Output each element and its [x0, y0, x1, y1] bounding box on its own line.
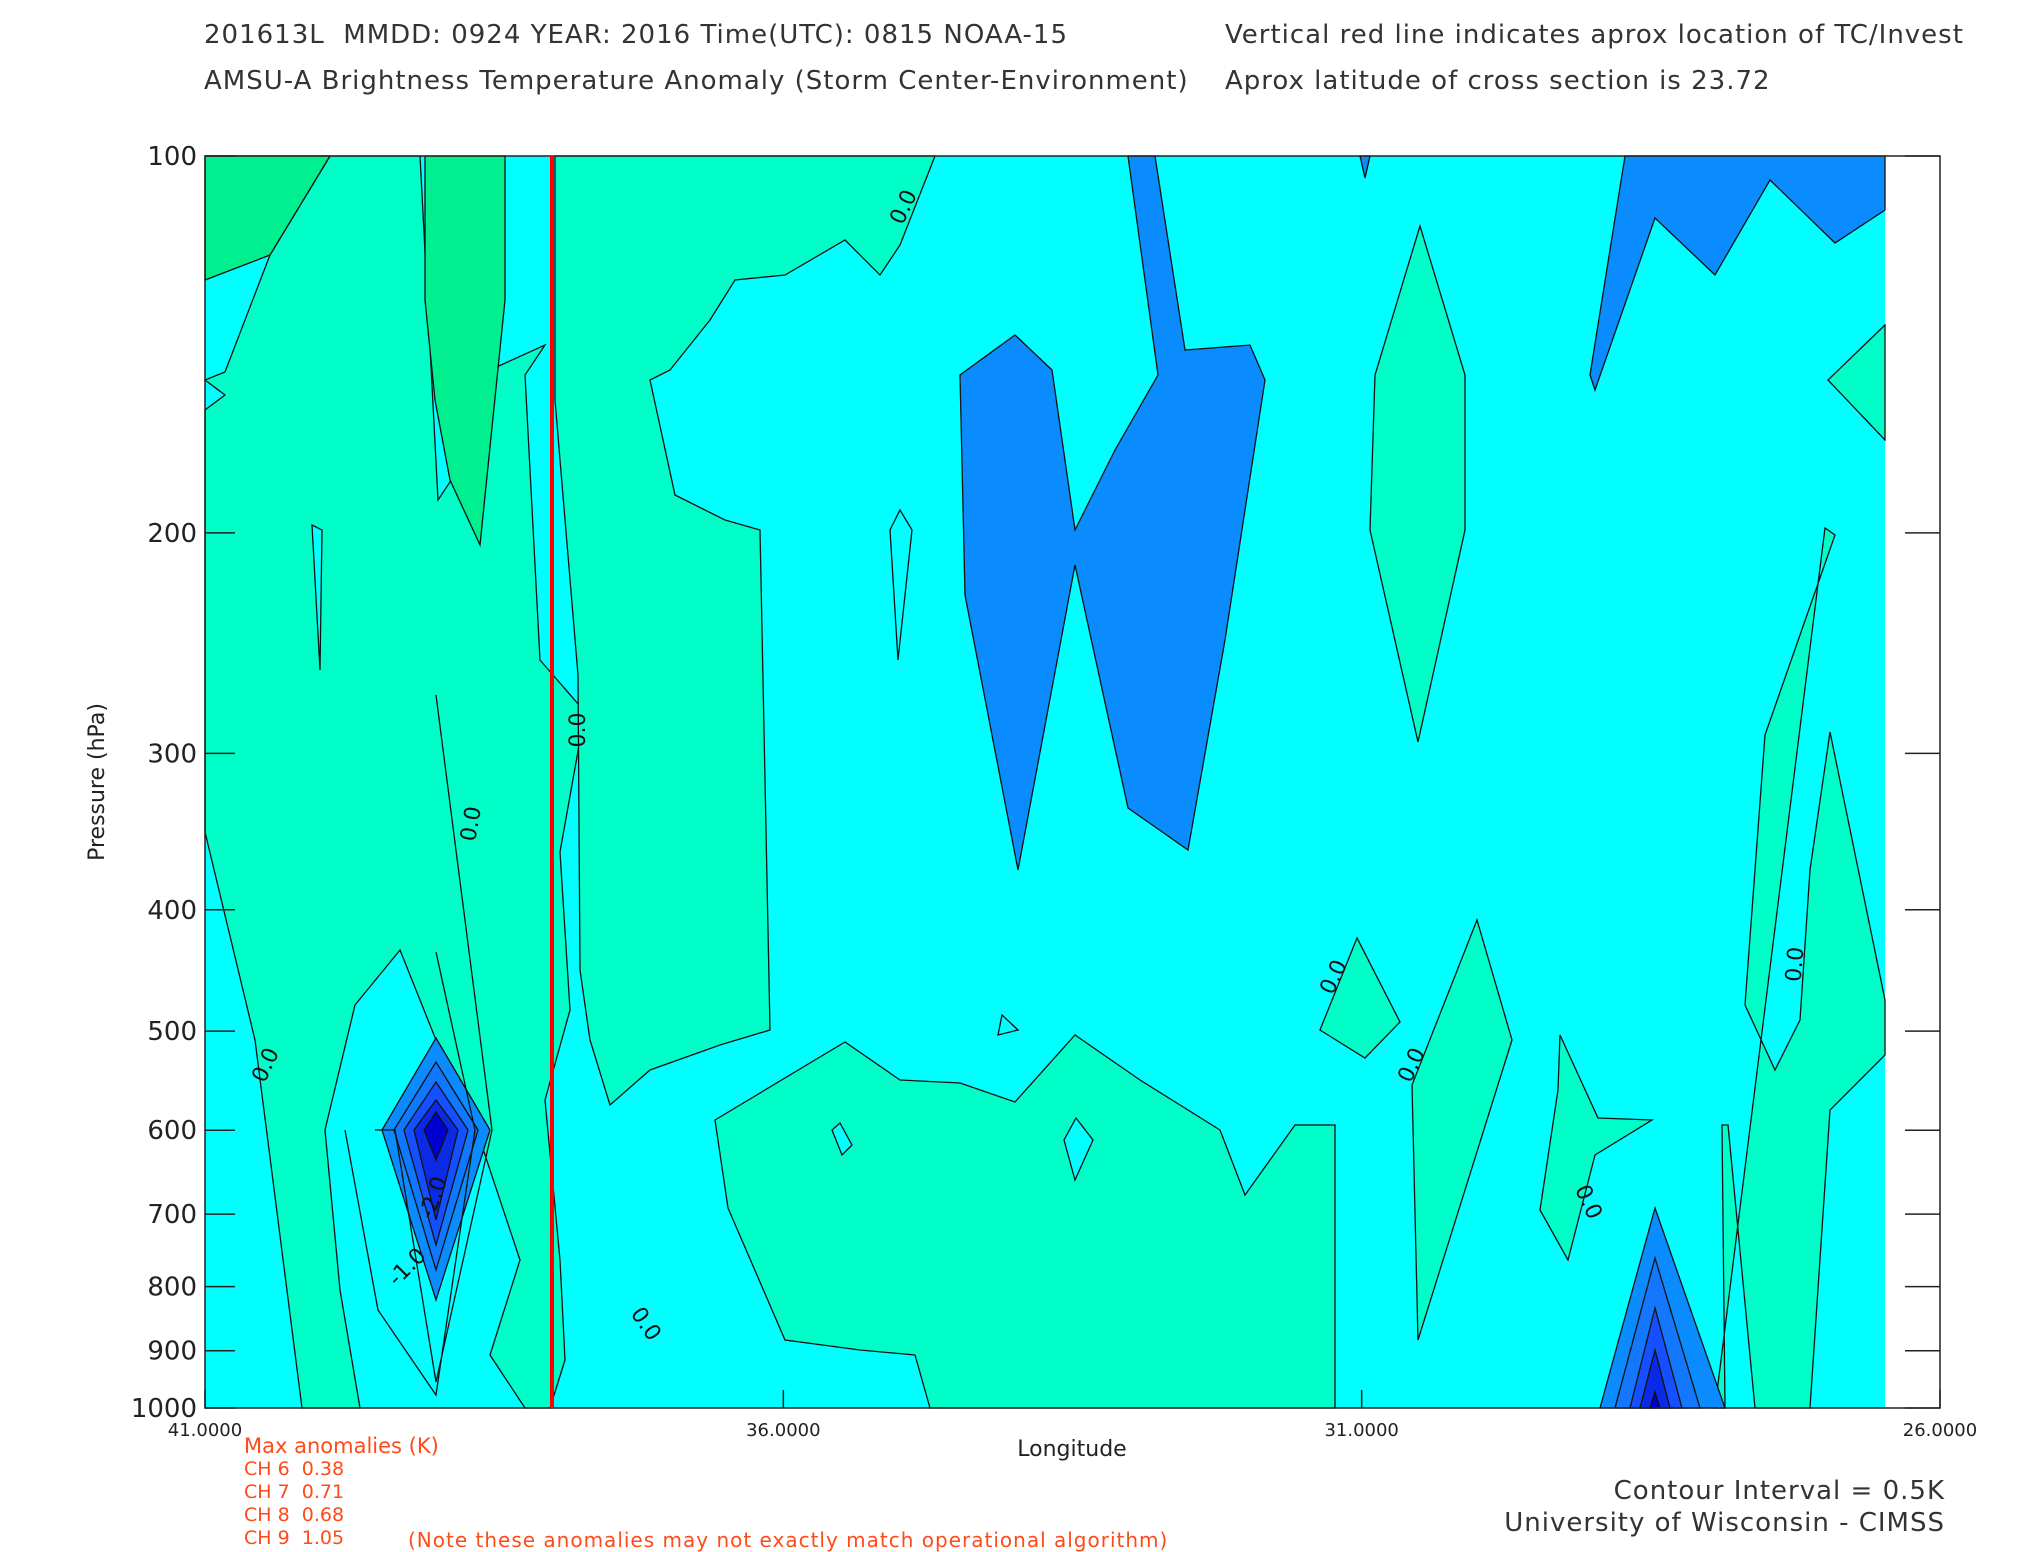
y-tick-label-300: 300: [147, 739, 197, 769]
x-tick-label-1: 36.0000: [746, 1420, 820, 1441]
island-cyan-e: [1063, 1116, 1094, 1182]
y-tick-label-200: 200: [147, 519, 197, 549]
island-cyan-b: [889, 508, 913, 661]
region-zero-far-right-strip: [1714, 526, 1886, 1409]
y-tick-label-100: 100: [147, 142, 197, 172]
plot-frame: [204, 155, 1941, 1409]
region-zero-lower-center: [714, 1034, 1336, 1409]
region-positive-core: [424, 155, 506, 548]
contour-line-left-mid: [375, 694, 493, 1383]
anomalies-title: Max anomalies (K): [244, 1434, 439, 1458]
anomalies-note: (Note these anomalies may not exactly ma…: [408, 1528, 1169, 1552]
contour-label: 0.0: [456, 804, 487, 843]
y-axis: 100 200 300 400 500 600 700 800 900 1000: [131, 142, 1940, 1424]
region-zero-far-right-center: [1539, 1034, 1655, 1262]
x-axis-label: Longitude: [1017, 1437, 1126, 1462]
y-tick-label-600: 600: [147, 1116, 197, 1146]
island-cyan-a: [311, 523, 323, 671]
x-tick-label-2: 31.0000: [1324, 1420, 1398, 1441]
region-negative-upper-right: [1589, 155, 1886, 393]
region-negative-left-5: [423, 1110, 449, 1162]
y-tick-label-500: 500: [147, 1017, 197, 1047]
y-axis-label: Pressure (hPa): [85, 703, 110, 861]
anomaly-ch9: CH 9 1.05: [244, 1527, 345, 1549]
header-storm-info: 201613L MMDD: 0924 YEAR: 2016 Time(UTC):…: [204, 20, 1069, 50]
header-latitude-note: Aprox latitude of cross section is 23.72: [1225, 66, 1771, 96]
contour-fills: [203, 155, 1886, 1409]
region-zero-right-small: [1319, 936, 1401, 1059]
y-tick-label-800: 800: [147, 1273, 197, 1303]
island-cyan-c: [831, 1121, 853, 1157]
region-negative-upper-center: [959, 155, 1266, 871]
credit-text: University of Wisconsin - CIMSS: [1504, 1508, 1945, 1538]
anomaly-ch8: CH 8 0.68: [244, 1504, 345, 1526]
region-zero-right-upper: [1369, 223, 1466, 743]
region-zero-upper-center: [554, 155, 936, 1107]
x-tick-label-0: 41.0000: [168, 1420, 242, 1441]
contour-label: 0.0: [1782, 946, 1810, 983]
header-red-line-note: Vertical red line indicates aprox locati…: [1225, 20, 1964, 50]
x-tick-label-3: 26.0000: [1903, 1420, 1977, 1441]
contour-line-left-outer: [344, 951, 476, 1397]
x-axis: 41.0000 36.0000 31.0000 26.0000: [168, 1390, 1977, 1441]
anomaly-ch7: CH 7 0.71: [244, 1481, 345, 1503]
anomaly-ch6: CH 6 0.38: [244, 1458, 345, 1480]
y-tick-label-400: 400: [147, 896, 197, 926]
y-tick-label-1000: 1000: [131, 1394, 197, 1424]
contour-interval-note: Contour Interval = 0.5K: [1613, 1476, 1945, 1506]
region-zero-far-right-top: [1827, 323, 1886, 442]
region-zero-left-column: [203, 155, 586, 1409]
y-tick-label-900: 900: [147, 1337, 197, 1367]
header-product-title: AMSU-A Brightness Temperature Anomaly (S…: [204, 66, 1189, 96]
contour-label: 0.0: [566, 713, 591, 748]
island-cyan-d: [997, 1013, 1020, 1036]
region-zero-right-lower: [1411, 917, 1513, 1341]
y-tick-label-700: 700: [147, 1200, 197, 1230]
